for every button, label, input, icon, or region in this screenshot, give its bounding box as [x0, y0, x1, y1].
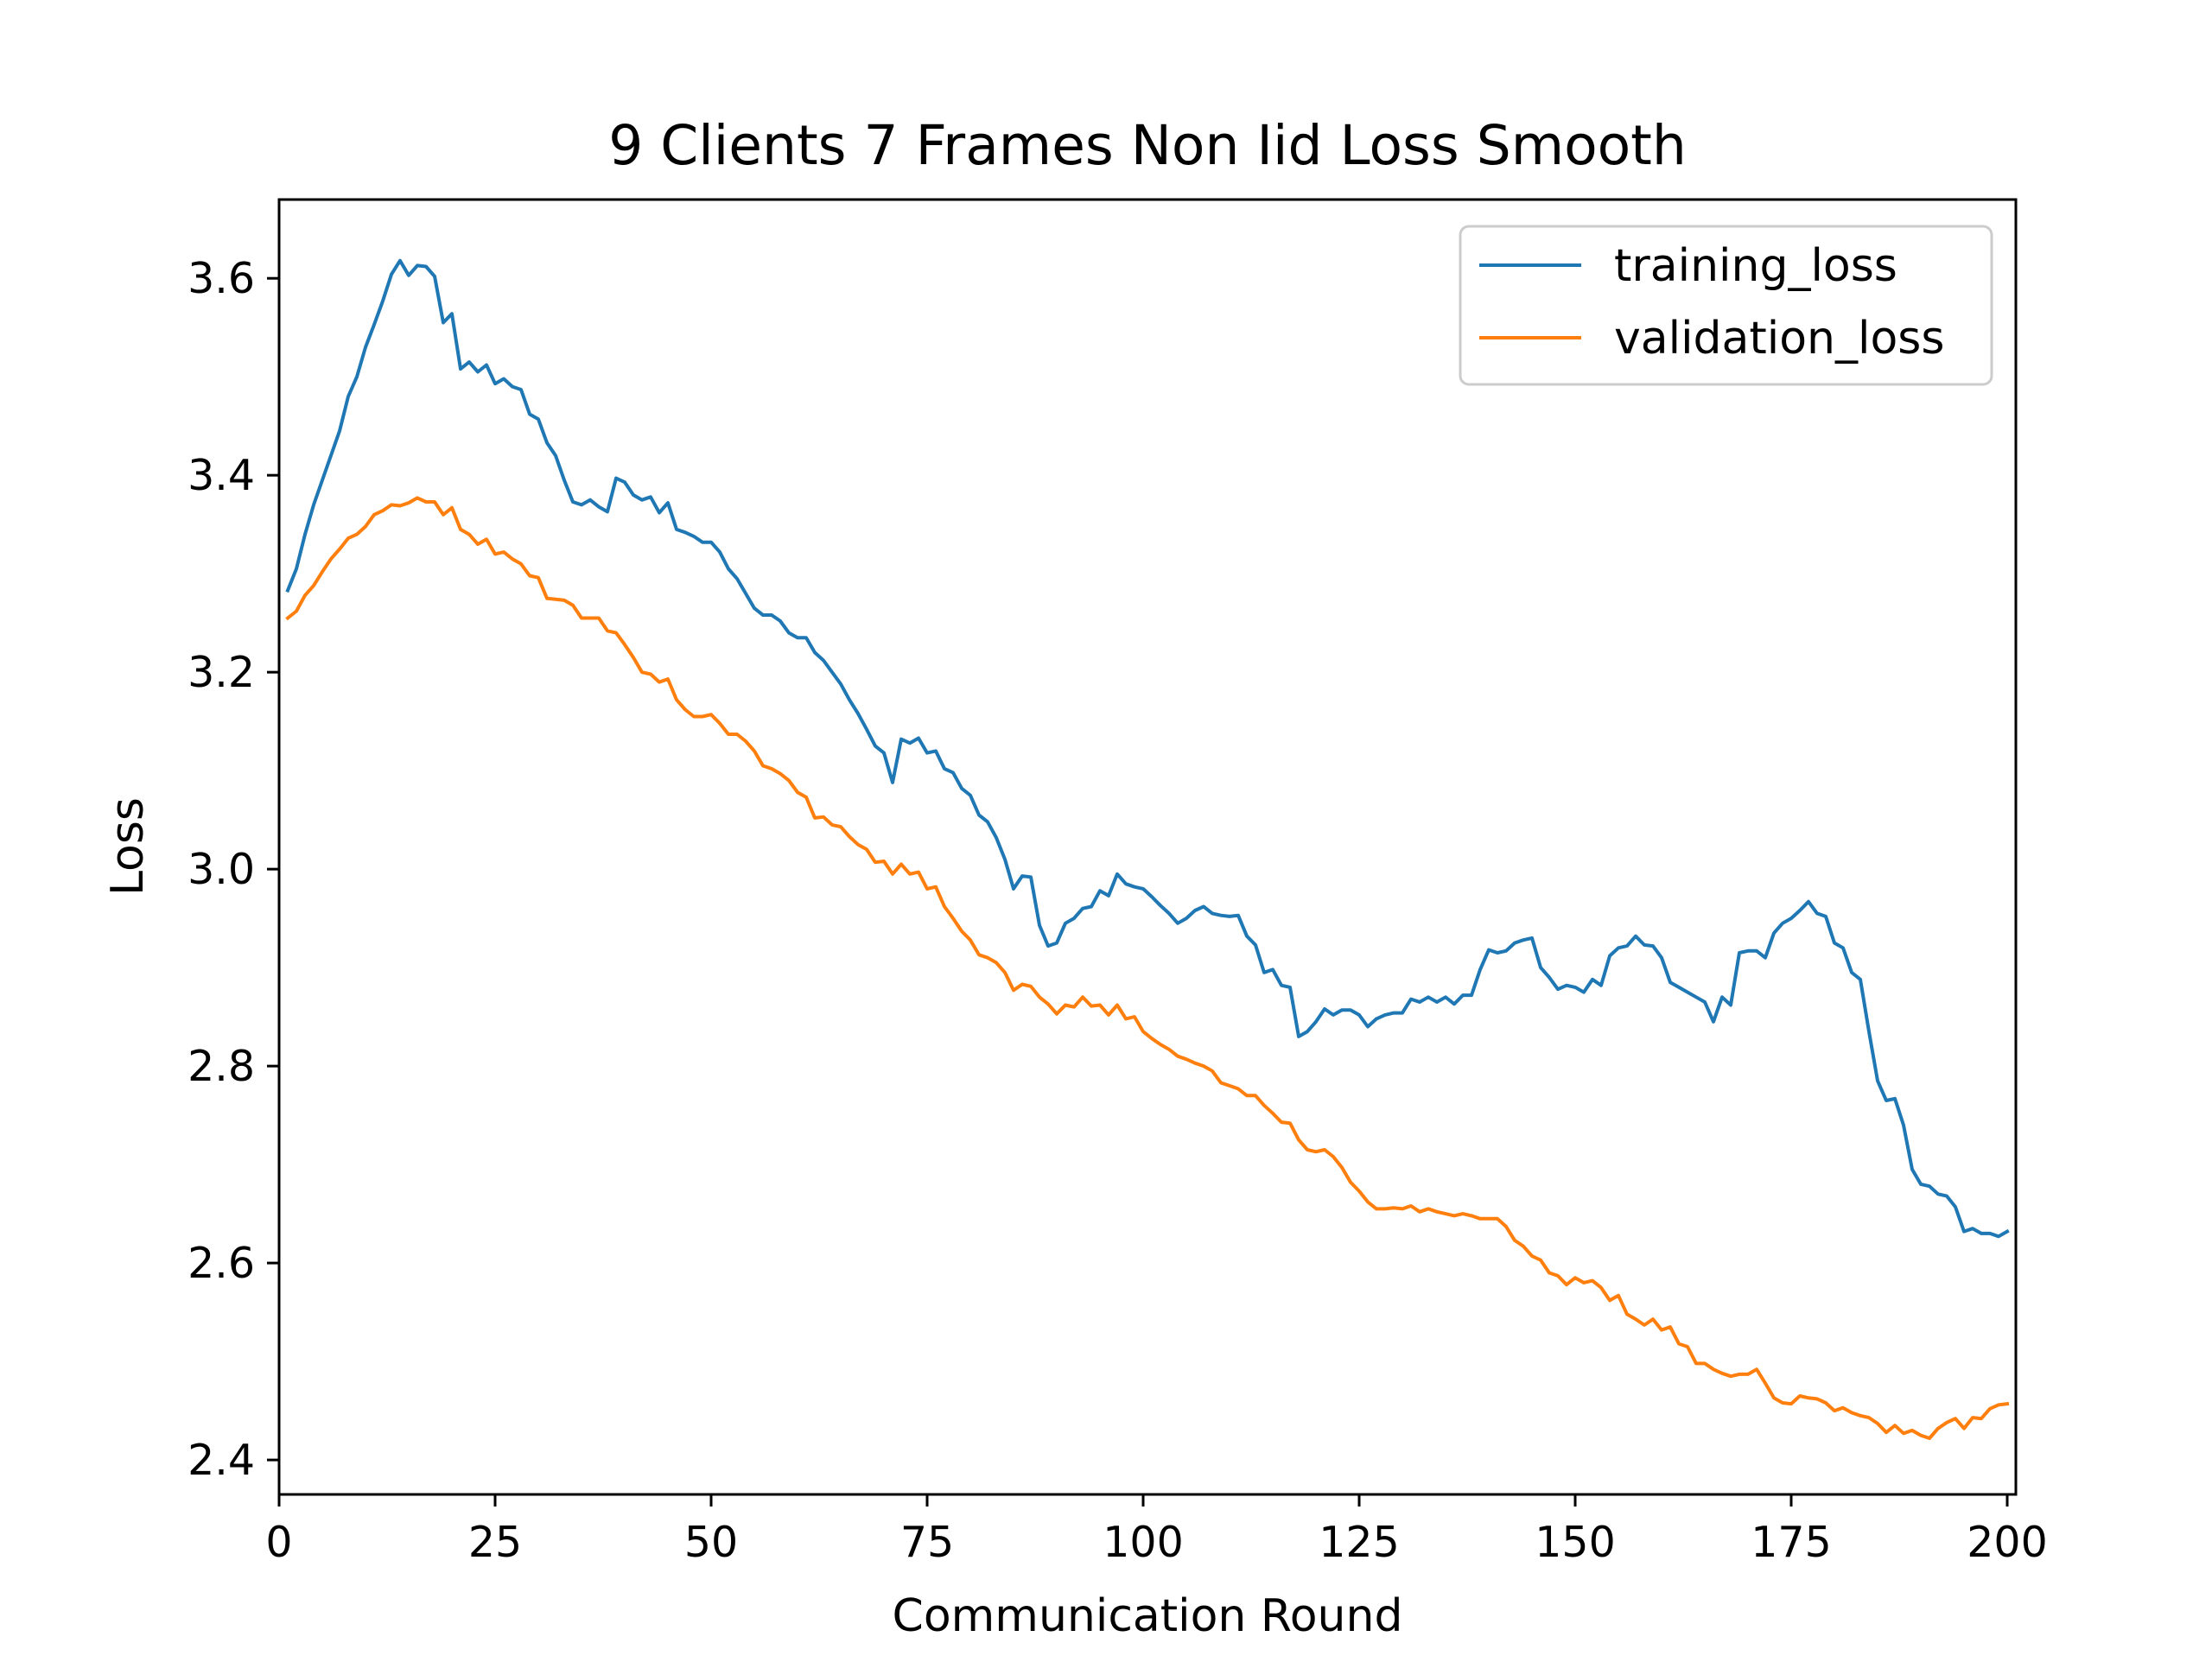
chart-title: 9 Clients 7 Frames Non Iid Loss Smooth: [608, 114, 1687, 177]
x-tick-label: 175: [1751, 1518, 1832, 1567]
y-tick-label: 2.6: [188, 1239, 255, 1288]
y-tick-label: 3.6: [188, 254, 255, 303]
x-tick-label: 25: [468, 1518, 522, 1567]
plot-area: [285, 258, 2010, 1440]
x-tick-label: 150: [1535, 1518, 1616, 1567]
x-tick-label: 75: [900, 1518, 954, 1567]
series-line-training-loss: [285, 258, 2010, 1239]
y-tick-label: 3.4: [188, 451, 255, 500]
x-tick-label: 0: [265, 1518, 292, 1567]
y-axis-label: Loss: [102, 797, 154, 896]
y-axis-ticks: 2.4 2.6 2.8 3.0 3.2 3.4 3.6: [188, 254, 279, 1485]
legend-label-validation-loss: validation_loss: [1614, 313, 1944, 365]
y-tick-label: 2.8: [188, 1042, 255, 1091]
legend-label-training-loss: training_loss: [1614, 240, 1897, 292]
x-axis-label: Communication Round: [893, 1590, 1403, 1642]
y-tick-label: 3.2: [188, 648, 255, 697]
x-tick-label: 100: [1103, 1518, 1184, 1567]
series-line-validation-loss: [285, 496, 2010, 1440]
series-layer: [285, 258, 2010, 1440]
x-tick-label: 50: [684, 1518, 738, 1567]
legend: training_loss validation_loss: [1459, 225, 1993, 386]
axes-frame: [277, 198, 2018, 1496]
x-tick-label: 200: [1967, 1518, 2048, 1567]
y-tick-label: 3.0: [188, 845, 255, 894]
x-axis-ticks: 0 25 50 75 100 125 150 175 200: [265, 1494, 2048, 1567]
legend-box: [1459, 225, 1993, 386]
y-tick-label: 2.4: [188, 1436, 255, 1485]
x-tick-label: 125: [1319, 1518, 1400, 1567]
